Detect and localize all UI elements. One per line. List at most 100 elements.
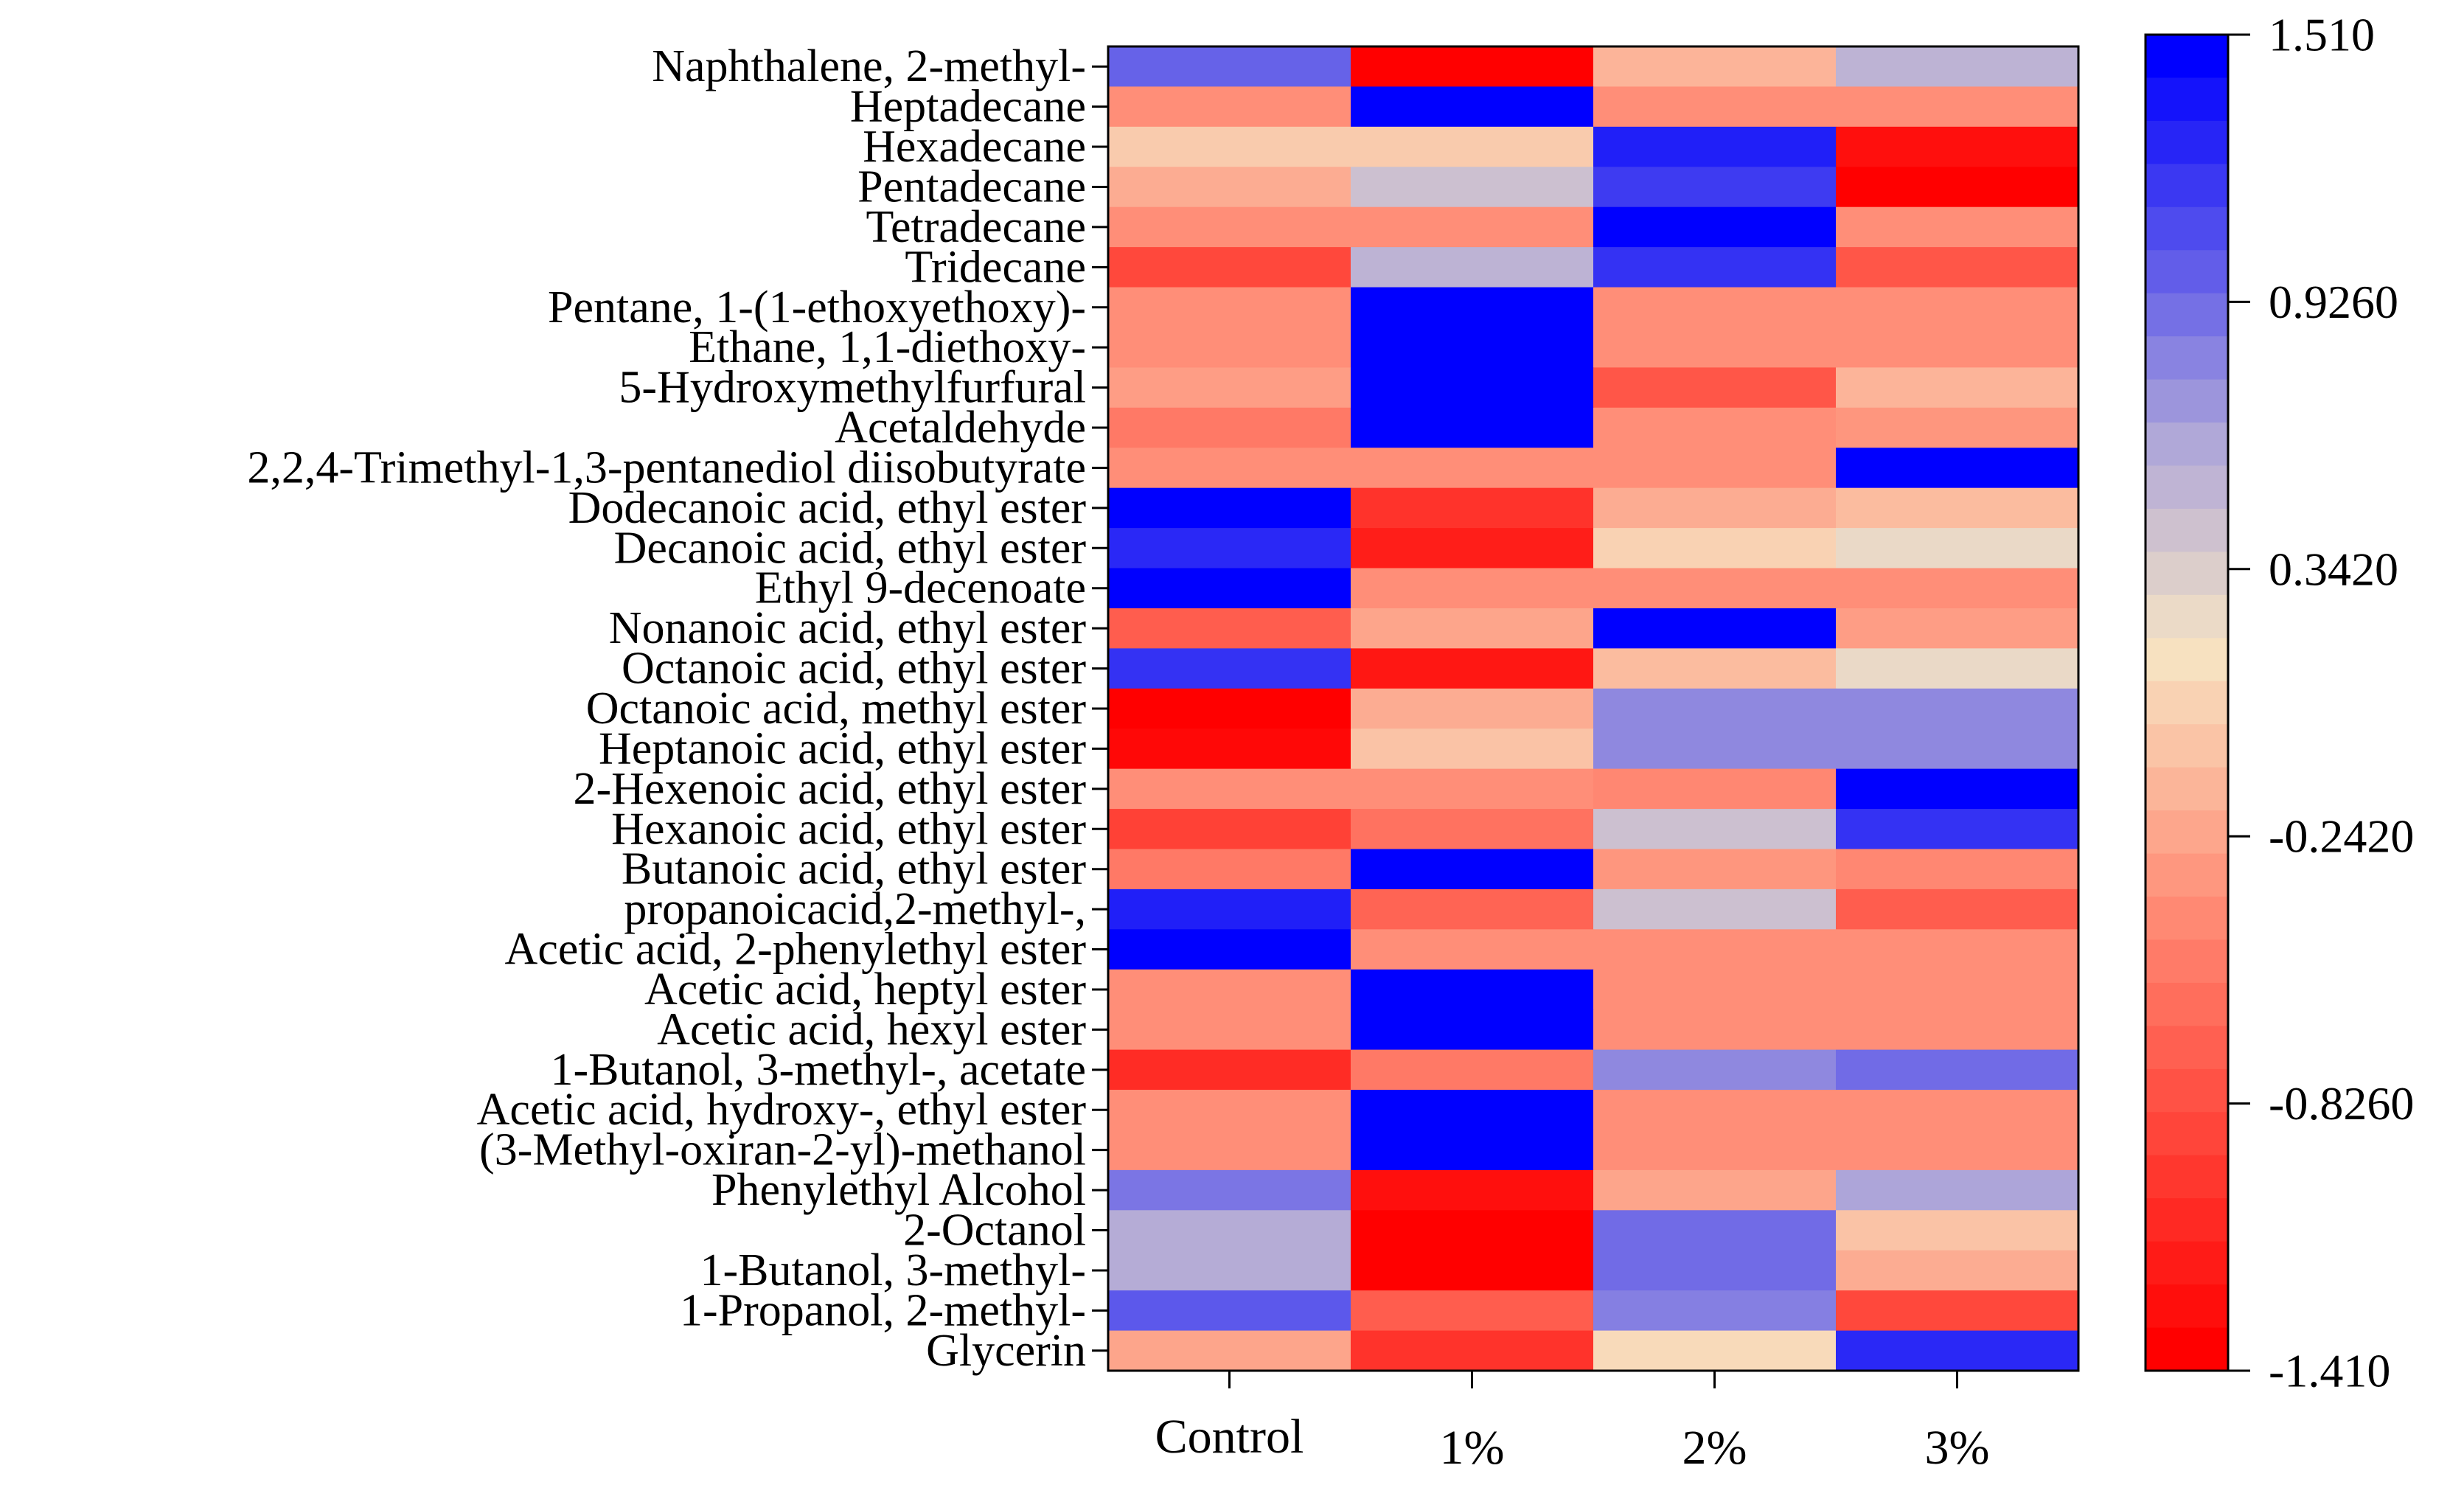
colorbar-swatch — [2145, 379, 2228, 423]
heatmap-cell — [1593, 1169, 1837, 1211]
heatmap-cell — [1836, 287, 2079, 328]
heatmap-cell — [1593, 46, 1837, 88]
row-label: Butanoic acid, ethyl ester — [622, 844, 1086, 894]
row-label: propanoicacid,2-methyl-, — [624, 884, 1086, 934]
heatmap-cell — [1593, 768, 1837, 810]
heatmap-cell — [1108, 849, 1351, 890]
row-label: Acetic acid, hexyl ester — [657, 1004, 1086, 1054]
colorbar-swatch — [2145, 1327, 2228, 1371]
colorbar-swatch — [2145, 250, 2228, 294]
heatmap-cell — [1108, 327, 1351, 368]
row-label: Glycerin — [926, 1326, 1086, 1376]
heatmap-cell — [1836, 86, 2079, 128]
heatmap-cell — [1593, 568, 1837, 609]
row-label: 1-Butanol, 3-methyl-, acetate — [550, 1045, 1086, 1095]
heatmap-cell — [1836, 167, 2079, 208]
heatmap-cell — [1108, 367, 1351, 408]
colorbar-swatch — [2145, 982, 2228, 1026]
heatmap-cell — [1108, 608, 1351, 649]
heatmap-cell — [1836, 1090, 2079, 1131]
heatmap-cell — [1351, 367, 1594, 408]
heatmap-cell — [1593, 528, 1837, 569]
heatmap-cell — [1351, 487, 1594, 529]
heatmap-cell — [1108, 287, 1351, 328]
heatmap-cell — [1593, 809, 1837, 850]
colorbar-swatch — [2145, 681, 2228, 725]
heatmap-cell — [1351, 1090, 1594, 1131]
heatmap-cell — [1351, 448, 1594, 489]
row-label: Heptadecane — [850, 82, 1086, 132]
heatmap-cell — [1108, 487, 1351, 529]
heatmap-cells — [1108, 46, 2079, 1371]
heatmap-cell — [1593, 1009, 1837, 1051]
colorbar-swatch — [2145, 552, 2228, 596]
row-label: Acetic acid, heptyl ester — [644, 964, 1086, 1015]
heatmap-cell — [1593, 167, 1837, 208]
heatmap-cell — [1351, 206, 1594, 248]
heatmap-cell — [1593, 487, 1837, 529]
heatmap-cell — [1351, 648, 1594, 689]
heatmap-cell — [1108, 1090, 1351, 1131]
heatmap-cell — [1836, 648, 2079, 689]
heatmap-cell — [1351, 167, 1594, 208]
row-label: Octanoic acid, ethyl ester — [622, 644, 1086, 694]
heatmap-cell — [1593, 688, 1837, 729]
heatmap-cell — [1836, 327, 2079, 368]
heatmap-cell — [1351, 608, 1594, 649]
heatmap-cell — [1836, 448, 2079, 489]
row-label: Nonanoic acid, ethyl ester — [609, 603, 1087, 653]
colorbar-tick-label: -1.410 — [2269, 1345, 2390, 1397]
heatmap-cell — [1593, 969, 1837, 1010]
heatmap-cell — [1836, 688, 2079, 729]
heatmap-cell — [1593, 849, 1837, 890]
column-label: Control — [1155, 1410, 1304, 1464]
heatmap-cell — [1593, 1049, 1837, 1091]
heatmap-cell — [1351, 1250, 1594, 1291]
heatmap-cell — [1593, 1290, 1837, 1332]
heatmap-cell — [1351, 1049, 1594, 1091]
heatmap-cell — [1108, 568, 1351, 609]
column-label: 3% — [1925, 1421, 1990, 1475]
row-label: (3-Methyl-oxiran-2-yl)-methanol — [479, 1125, 1086, 1175]
heatmap-cell — [1108, 1130, 1351, 1171]
heatmap-cell — [1108, 648, 1351, 689]
heatmap-cell — [1108, 448, 1351, 489]
heatmap-cell — [1836, 407, 2079, 448]
heatmap-cell — [1593, 448, 1837, 489]
row-label: Acetic acid, hydroxy-, ethyl ester — [477, 1085, 1087, 1135]
colorbar-swatch — [2145, 206, 2228, 251]
heatmap-cell — [1836, 929, 2079, 970]
heatmap-cell — [1351, 1210, 1594, 1251]
heatmap-cell — [1836, 126, 2079, 167]
colorbar-swatch — [2145, 594, 2228, 639]
row-label: Pentane, 1-(1-ethoxyethoxy)- — [548, 282, 1086, 333]
heatmap-cell — [1351, 1009, 1594, 1051]
heatmap-cell — [1836, 1330, 2079, 1371]
heatmap-cell — [1593, 367, 1837, 408]
column-labels: Control 1% 2% 3% — [1155, 1410, 1990, 1475]
row-label: Naphthalene, 2-methyl- — [652, 41, 1086, 91]
heatmap-cell — [1836, 728, 2079, 770]
heatmap-cell — [1836, 1169, 2079, 1211]
colorbar-swatch — [2145, 638, 2228, 682]
heatmap-cell — [1108, 1250, 1351, 1291]
colorbar-swatch — [2145, 1112, 2228, 1156]
heatmap-cell — [1351, 247, 1594, 288]
heatmap-cell — [1351, 929, 1594, 970]
heatmap-cell — [1593, 126, 1837, 167]
colorbar-swatch — [2145, 1198, 2228, 1242]
heatmap-cell — [1108, 206, 1351, 248]
row-label: Octanoic acid, methyl ester — [586, 684, 1087, 734]
column-label: 2% — [1682, 1421, 1747, 1475]
colorbar: 1.510 0.9260 0.3420 -0.2420 -0.8260 -1.410 — [2144, 9, 2414, 1397]
row-label: Tridecane — [905, 242, 1086, 292]
heatmap-cell — [1351, 768, 1594, 810]
heatmap-cell — [1108, 929, 1351, 970]
heatmap-cell — [1836, 888, 2079, 930]
heatmap-cell — [1108, 407, 1351, 448]
heatmap-cell — [1108, 728, 1351, 770]
heatmap-cell — [1836, 1210, 2079, 1251]
heatmap-cell — [1836, 1009, 2079, 1051]
colorbar-swatch — [2145, 767, 2228, 811]
axes — [1092, 45, 2080, 1388]
